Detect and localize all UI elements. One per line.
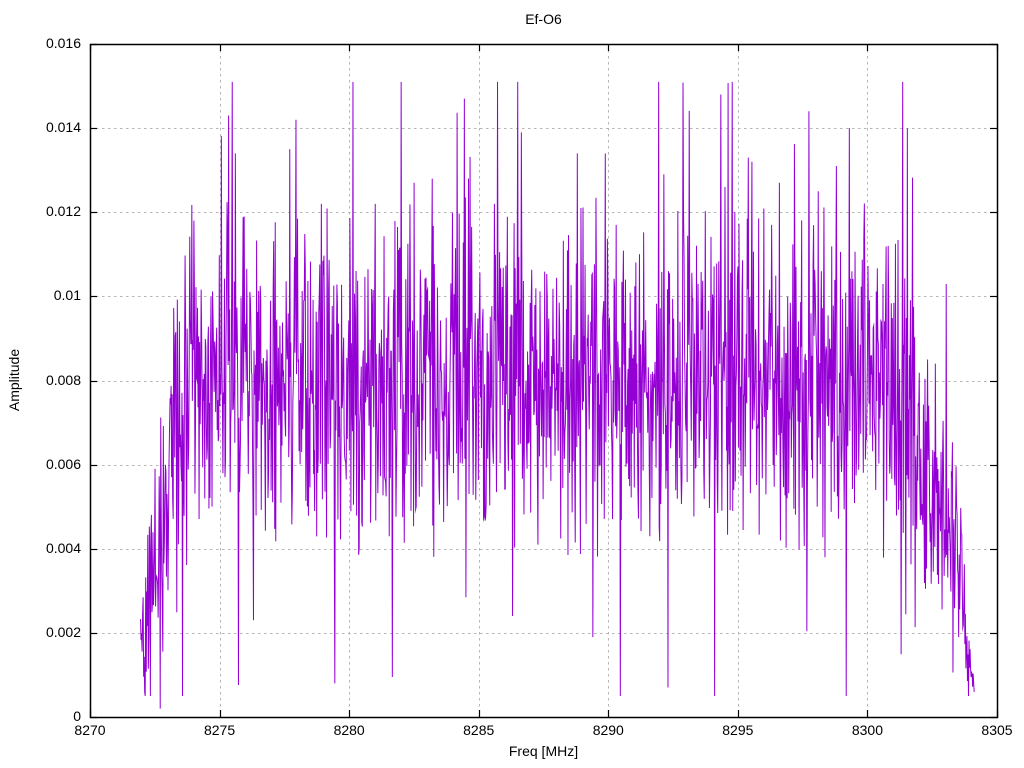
y-tick-label: 0.01	[53, 287, 81, 304]
x-axis-label: Freq [MHz]	[508, 743, 579, 759]
y-tick-label: 0.014	[45, 119, 81, 136]
y-tick-label: 0.004	[45, 539, 81, 556]
x-tick-label: 8290	[592, 722, 624, 738]
x-tick-label: 8300	[851, 722, 883, 738]
y-tick-label: 0	[73, 708, 81, 724]
x-tick-label: 8295	[722, 722, 754, 738]
x-tick-label: 8285	[463, 722, 495, 738]
y-tick-label: 0.006	[45, 455, 81, 472]
y-tick-label: 0.002	[45, 623, 81, 640]
y-tick-label: 0.016	[45, 35, 81, 51]
x-tick-label: 8270	[74, 722, 106, 738]
x-tick-label: 8305	[981, 722, 1013, 738]
y-tick-label: 0.008	[45, 371, 81, 388]
chart-title: Ef-O6	[525, 11, 562, 27]
x-tick-label: 8275	[203, 722, 236, 738]
y-tick-label: 0.012	[45, 203, 81, 220]
x-tick-label: 8280	[333, 722, 365, 738]
